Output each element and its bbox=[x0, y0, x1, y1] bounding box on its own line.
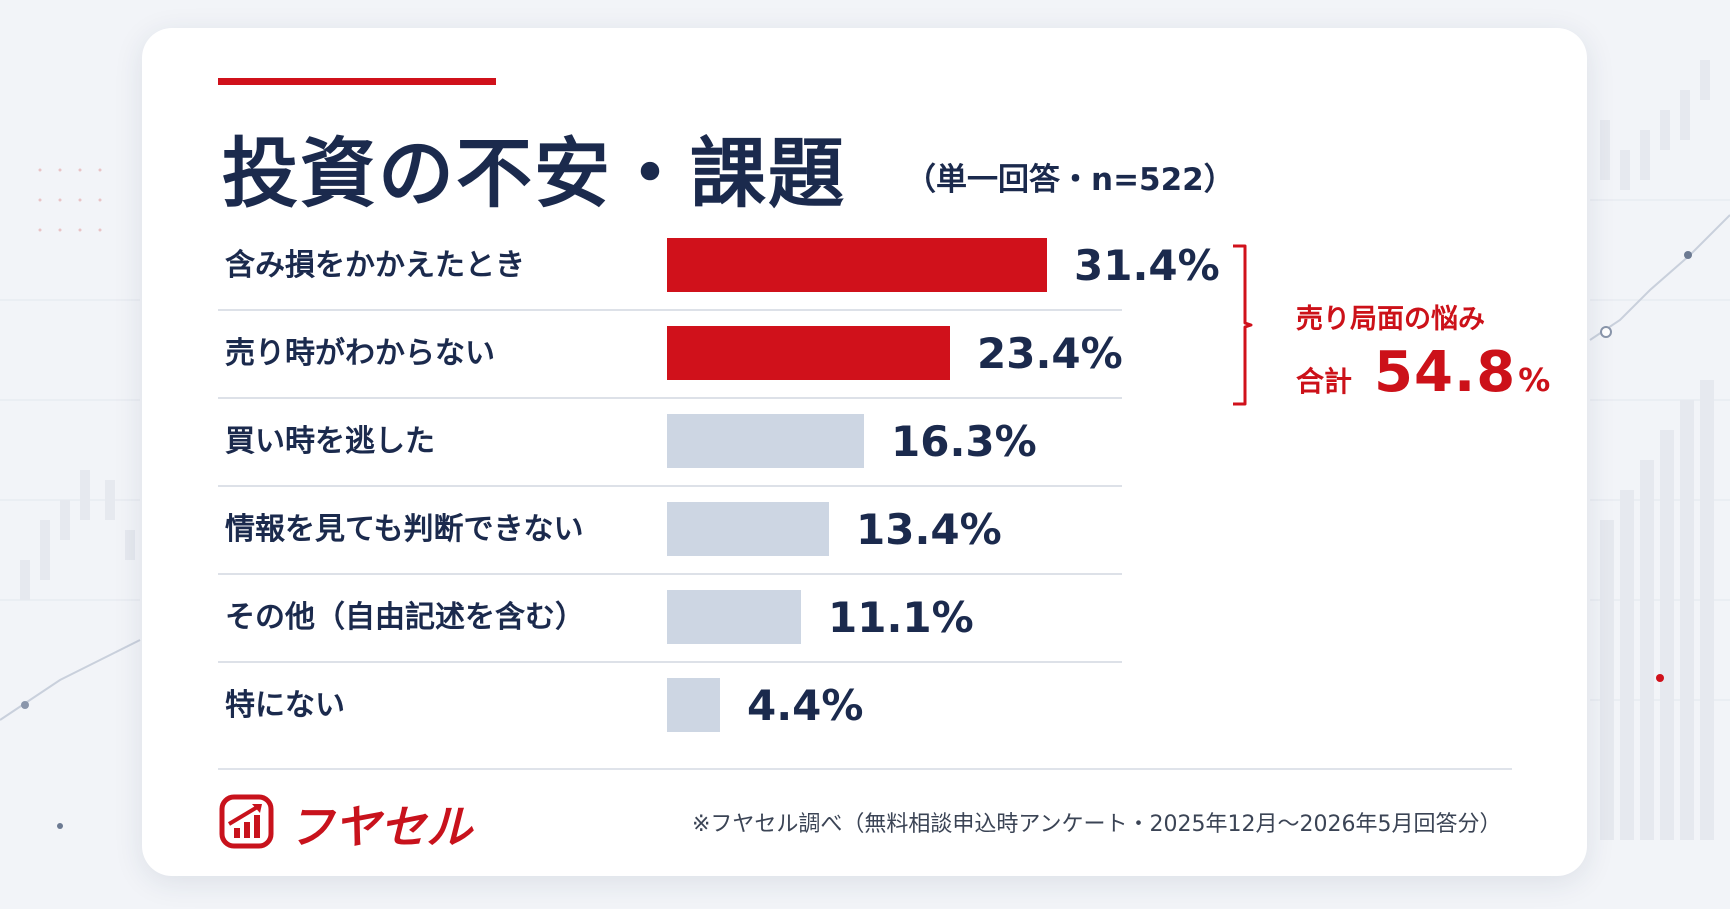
value-label: 11.1% bbox=[828, 593, 974, 642]
category-label: 特にない bbox=[225, 688, 345, 723]
chart-title: 投資の不安・課題 bbox=[222, 129, 846, 218]
value-label: 16.3% bbox=[891, 417, 1037, 466]
value-label: 13.4% bbox=[856, 505, 1002, 554]
bar bbox=[667, 414, 864, 468]
brand-logo-icon bbox=[219, 794, 274, 849]
category-label: 含み損をかかえたとき bbox=[225, 248, 525, 283]
bar bbox=[667, 678, 720, 732]
value-label: 31.4% bbox=[1074, 241, 1220, 290]
callout-total-value: 54.8 bbox=[1374, 340, 1517, 405]
brand-name: フヤセル bbox=[288, 800, 472, 854]
value-label: 4.4% bbox=[747, 681, 863, 730]
chart-subtitle: （単一回答・n=522） bbox=[905, 162, 1235, 198]
category-label: 買い時を逃した bbox=[225, 424, 435, 459]
value-label: 23.4% bbox=[977, 329, 1123, 378]
category-label: その他（自由記述を含む） bbox=[225, 600, 585, 635]
callout-total-label: 合計 bbox=[1296, 365, 1353, 398]
bar bbox=[667, 590, 801, 644]
bar bbox=[667, 326, 950, 380]
callout-total: 合計 54.8% bbox=[1296, 340, 1550, 405]
callout-bracket bbox=[1233, 244, 1253, 406]
bar bbox=[667, 238, 1047, 292]
source-note: ※フヤセル調べ（無料相談申込時アンケート・2025年12月〜2026年5月回答分… bbox=[692, 812, 1502, 837]
chart-card bbox=[142, 28, 1587, 876]
category-label: 売り時がわからない bbox=[225, 336, 495, 371]
callout-total-unit: % bbox=[1518, 361, 1551, 399]
category-label: 情報を見ても判断できない bbox=[225, 512, 584, 547]
title-accent-bar bbox=[218, 78, 496, 85]
footer-divider bbox=[218, 768, 1512, 770]
callout-title: 売り局面の悩み bbox=[1296, 304, 1485, 335]
bar bbox=[667, 502, 829, 556]
